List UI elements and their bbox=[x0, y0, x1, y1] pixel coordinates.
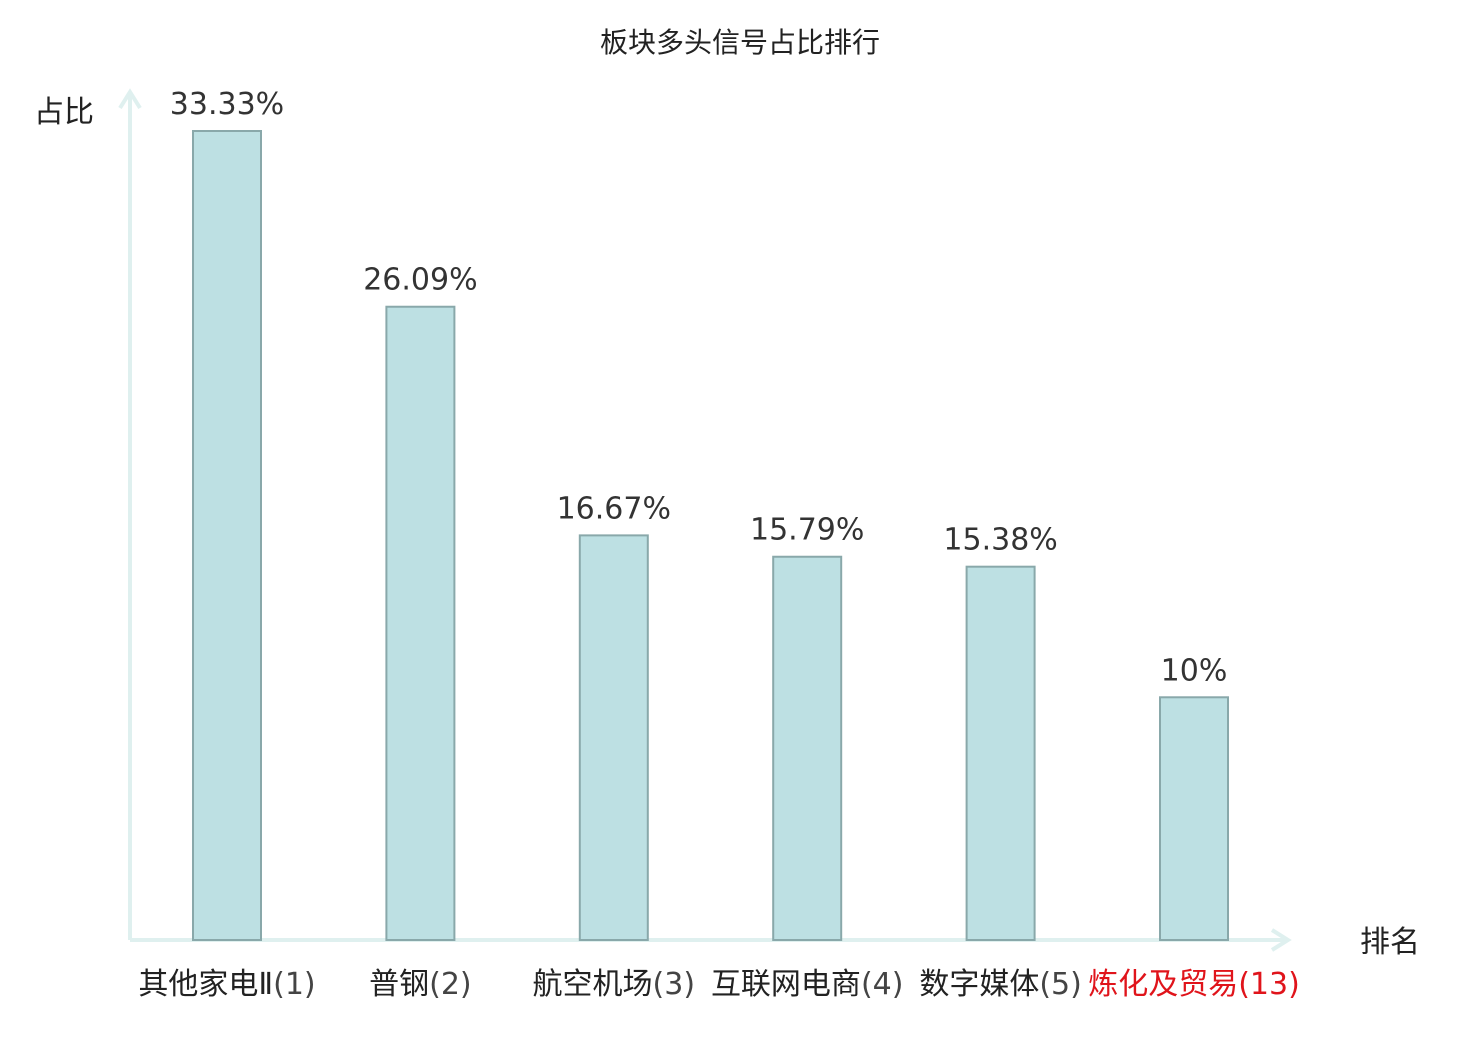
category-name: 炼化及贸易 bbox=[1088, 967, 1238, 1002]
bar-value-label: 33.33% bbox=[170, 87, 284, 122]
bar bbox=[192, 130, 262, 941]
bar bbox=[772, 555, 843, 942]
category-rank: (4) bbox=[861, 967, 904, 1002]
bar bbox=[385, 305, 456, 941]
category-name: 普钢 bbox=[369, 967, 429, 1002]
bar bbox=[1159, 696, 1229, 942]
category-name: 互联网电商 bbox=[711, 967, 861, 1002]
chart-title: 板块多头信号占比排行 bbox=[600, 26, 880, 59]
y-axis-label: 占比 bbox=[34, 95, 94, 130]
category-label: 互联网电商(4) bbox=[711, 967, 904, 1002]
x-axis-label: 排名 bbox=[1360, 925, 1420, 960]
bar-value-label: 15.79% bbox=[750, 513, 864, 548]
y-axis-arrow bbox=[118, 88, 142, 110]
category-name: 数字媒体 bbox=[919, 967, 1039, 1002]
category-name: 航空机场 bbox=[533, 967, 653, 1002]
category-rank: (3) bbox=[653, 967, 696, 1002]
category-label: 数字媒体(5) bbox=[919, 967, 1082, 1002]
category-labels-group: 其他家电Ⅱ(1) 普钢(2) 航空机场(3) 互联网电商(4) 数字媒体(5) 炼化及贸易… bbox=[138, 967, 1299, 1002]
bar-value-label: 26.09% bbox=[363, 263, 477, 298]
bar-value-label: 10% bbox=[1161, 653, 1228, 688]
category-label: 普钢(2) bbox=[369, 967, 472, 1002]
bar-value-label: 15.38% bbox=[943, 523, 1057, 558]
bar-value-label: 16.67% bbox=[557, 491, 671, 526]
value-labels-group: 33.33% 26.09% 16.67% 15.79% 15.38% 10% bbox=[170, 87, 1228, 688]
category-label: 其他家电Ⅱ(1) bbox=[138, 967, 315, 1002]
bar bbox=[578, 534, 649, 942]
bars-group bbox=[192, 130, 1229, 942]
category-label: 航空机场(3) bbox=[533, 967, 696, 1002]
bar bbox=[965, 565, 1036, 941]
category-label: 炼化及贸易(13) bbox=[1088, 967, 1300, 1002]
category-rank: (1) bbox=[273, 967, 316, 1002]
category-name: 其他家电Ⅱ bbox=[138, 967, 273, 1002]
category-rank: (2) bbox=[429, 967, 472, 1002]
x-axis-arrow bbox=[1270, 928, 1292, 952]
category-rank: (5) bbox=[1039, 967, 1082, 1002]
category-rank: (13) bbox=[1238, 967, 1300, 1002]
axes bbox=[118, 88, 1292, 952]
